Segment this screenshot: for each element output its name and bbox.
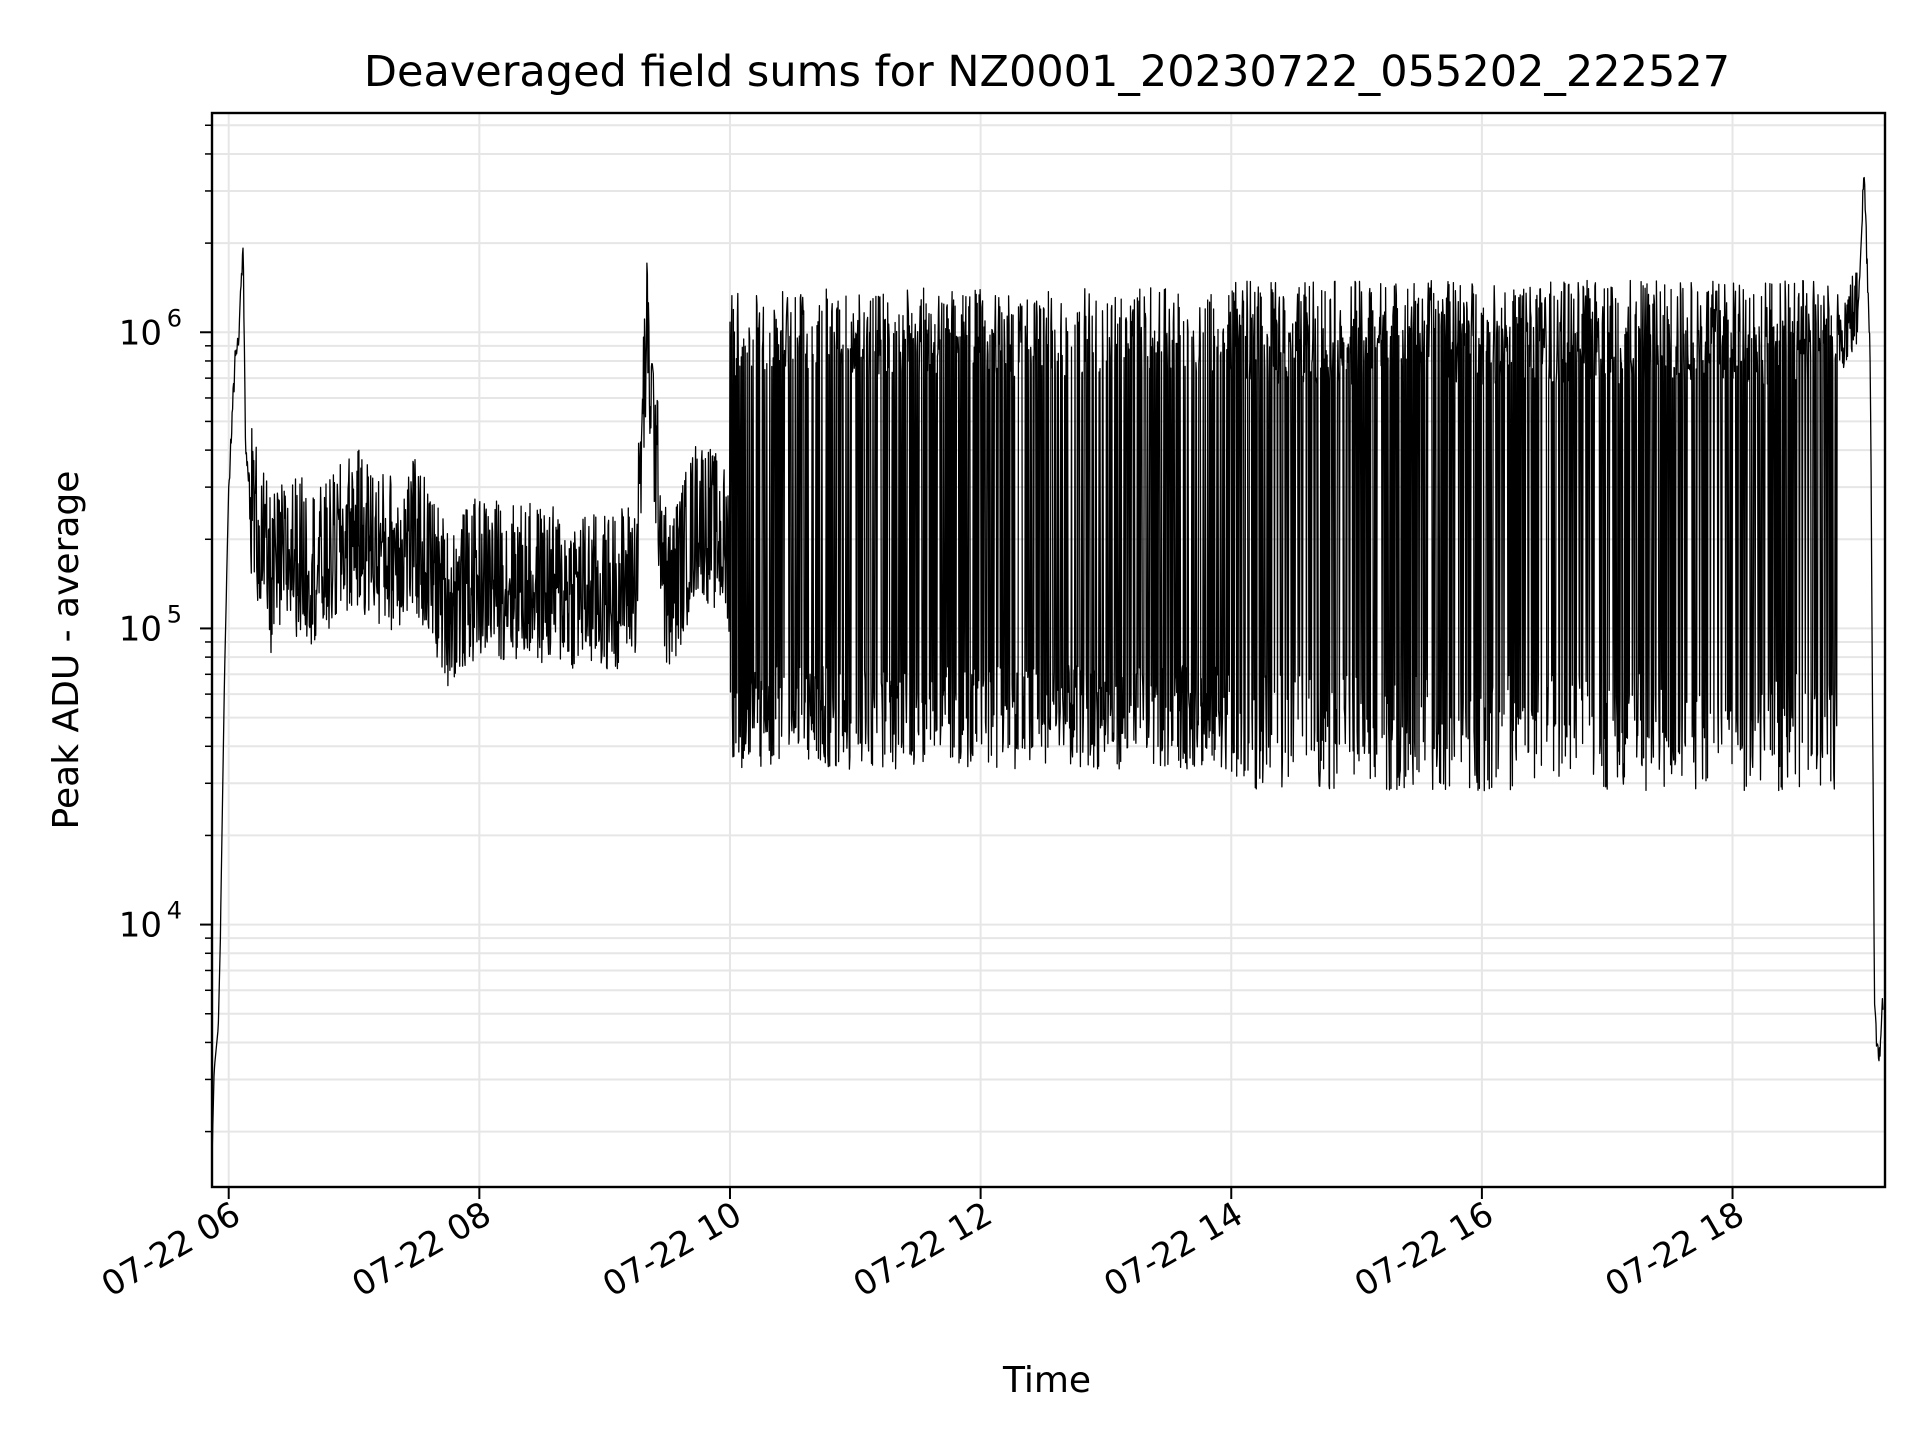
- x-tick-label-0: 07-22 06: [95, 1194, 247, 1305]
- y-axis-label: Peak ADU - average: [46, 471, 87, 830]
- x-tick-label-2: 07-22 10: [596, 1194, 748, 1305]
- y-tick-label-0: 10: [119, 906, 162, 946]
- x-tick-label-5: 07-22 16: [1348, 1194, 1500, 1305]
- x-axis: 07-22 06 07-22 08 07-22 10 07-22 12 07-22 14…: [95, 1187, 1751, 1305]
- y-tick-exponent-2: 6: [167, 304, 182, 332]
- x-tick-label-6: 07-22 18: [1599, 1194, 1751, 1305]
- y-tick-exponent-0: 4: [167, 897, 182, 925]
- x-axis-label: Time: [1002, 1360, 1091, 1401]
- x-tick-label-1: 07-22 08: [345, 1194, 497, 1305]
- x-tick-label-3: 07-22 12: [847, 1194, 999, 1305]
- y-tick-exponent-1: 5: [167, 600, 182, 628]
- y-tick-label-2: 10: [119, 313, 162, 353]
- y-tick-label-1: 10: [119, 609, 162, 649]
- x-tick-label-4: 07-22 14: [1097, 1194, 1249, 1305]
- plot-frame: [210, 111, 1887, 1189]
- series-line: [211, 176, 1884, 1161]
- chart-title: Deaveraged field sums for NZ0001_2023072…: [364, 47, 1730, 97]
- data-series: [211, 176, 1884, 1161]
